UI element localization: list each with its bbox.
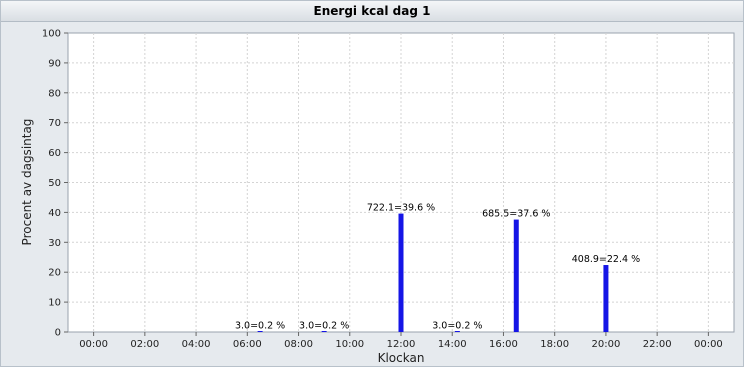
y-tick-label: 40 <box>48 208 61 219</box>
bar-value-label: 3.0=0.2 % <box>235 320 285 331</box>
bar-value-label: 685.5=37.6 % <box>482 209 550 220</box>
y-tick-label: 60 <box>48 148 61 159</box>
bar-value-label: 3.0=0.2 % <box>299 320 349 331</box>
x-tick-label: 12:00 <box>387 339 416 350</box>
bar <box>454 331 460 332</box>
y-tick-label: 0 <box>55 328 61 339</box>
x-tick-label: 14:00 <box>438 339 467 350</box>
x-tick-label: 00:00 <box>79 339 108 350</box>
y-tick-label: 20 <box>48 268 61 279</box>
bar <box>257 331 263 332</box>
bar <box>513 219 519 332</box>
bar-series <box>257 213 609 332</box>
x-tick-label: 00:00 <box>694 339 723 350</box>
y-axis: 0 10 20 30 40 50 60 70 80 90 100 <box>42 29 68 339</box>
x-tick-label: 18:00 <box>540 339 569 350</box>
x-tick-label: 22:00 <box>643 339 672 350</box>
y-tick-label: 90 <box>48 58 61 69</box>
y-tick-label: 30 <box>48 238 61 249</box>
bar-value-label: 722.1=39.6 % <box>367 203 435 214</box>
bar <box>603 265 609 332</box>
chart-title: Energi kcal dag 1 <box>1 1 743 22</box>
y-tick-label: 10 <box>48 298 61 309</box>
x-tick-label: 04:00 <box>182 339 211 350</box>
x-tick-label: 06:00 <box>233 339 262 350</box>
x-axis-label: Klockan <box>378 351 425 365</box>
bar <box>321 331 327 332</box>
x-tick-label: 20:00 <box>592 339 621 350</box>
y-tick-label: 50 <box>48 178 61 189</box>
y-tick-label: 100 <box>42 29 61 40</box>
x-tick-label: 10:00 <box>335 339 364 350</box>
y-tick-label: 70 <box>48 118 61 129</box>
x-tick-label: 02:00 <box>130 339 159 350</box>
bar <box>398 213 404 332</box>
y-axis-label: Procent av dagsintag <box>20 119 34 246</box>
x-tick-label: 08:00 <box>284 339 313 350</box>
data-labels: 3.0=0.2 % 3.0=0.2 % 722.1=39.6 % 3.0=0.2 % 6… <box>235 203 640 332</box>
bar-value-label: 408.9=22.4 % <box>572 254 640 265</box>
x-tick-label: 16:00 <box>489 339 518 350</box>
x-axis: 00:00 02:00 04:00 06:00 08:00 10:00 12:00 14:00… <box>79 332 723 350</box>
y-tick-label: 80 <box>48 88 61 99</box>
bar-value-label: 3.0=0.2 % <box>432 320 482 331</box>
